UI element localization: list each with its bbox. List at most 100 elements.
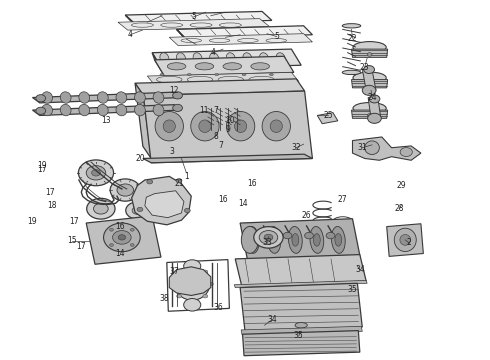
Text: 24: 24 <box>367 93 377 102</box>
Ellipse shape <box>400 148 413 157</box>
Ellipse shape <box>60 104 71 116</box>
Ellipse shape <box>342 24 361 28</box>
Ellipse shape <box>116 104 127 116</box>
Text: 7: 7 <box>218 141 223 150</box>
Text: 8: 8 <box>213 132 218 141</box>
Ellipse shape <box>98 92 108 103</box>
Ellipse shape <box>130 244 134 246</box>
Ellipse shape <box>86 166 106 180</box>
Ellipse shape <box>190 300 195 303</box>
Text: 26: 26 <box>301 211 311 220</box>
Polygon shape <box>351 49 388 57</box>
Text: 7: 7 <box>213 105 218 114</box>
Text: 5: 5 <box>191 12 196 21</box>
Ellipse shape <box>226 112 255 141</box>
Text: 19: 19 <box>37 161 47 170</box>
Ellipse shape <box>314 234 320 246</box>
Ellipse shape <box>78 160 114 186</box>
Ellipse shape <box>177 270 181 274</box>
Polygon shape <box>387 224 423 256</box>
Polygon shape <box>351 110 388 118</box>
Ellipse shape <box>365 141 379 154</box>
Ellipse shape <box>226 53 235 63</box>
Polygon shape <box>118 19 270 30</box>
Polygon shape <box>145 191 184 218</box>
Ellipse shape <box>153 92 164 103</box>
Ellipse shape <box>242 226 258 253</box>
Ellipse shape <box>160 53 169 63</box>
Ellipse shape <box>118 235 125 240</box>
Polygon shape <box>243 330 360 356</box>
Text: 32: 32 <box>292 143 301 152</box>
Ellipse shape <box>130 228 134 231</box>
Text: 4: 4 <box>211 48 216 57</box>
Text: 35: 35 <box>294 332 304 341</box>
Ellipse shape <box>110 244 114 246</box>
Text: 1: 1 <box>184 172 189 181</box>
Text: 10: 10 <box>225 116 235 125</box>
Text: 15: 15 <box>67 237 76 246</box>
Ellipse shape <box>184 298 201 311</box>
Ellipse shape <box>267 226 281 253</box>
Text: 17: 17 <box>37 165 47 174</box>
Ellipse shape <box>283 232 292 239</box>
Ellipse shape <box>242 73 246 76</box>
Text: 2: 2 <box>406 238 411 247</box>
Polygon shape <box>155 56 294 76</box>
Polygon shape <box>240 283 362 331</box>
Ellipse shape <box>369 95 380 103</box>
Text: 11: 11 <box>199 105 208 114</box>
Ellipse shape <box>94 203 108 214</box>
Ellipse shape <box>87 198 115 219</box>
Text: 12: 12 <box>170 86 179 95</box>
Text: 16: 16 <box>247 179 257 188</box>
Ellipse shape <box>187 73 191 76</box>
Ellipse shape <box>184 208 190 213</box>
Text: 23: 23 <box>360 63 369 72</box>
Ellipse shape <box>270 120 282 132</box>
Ellipse shape <box>163 120 175 132</box>
Ellipse shape <box>42 92 52 103</box>
Ellipse shape <box>292 234 299 246</box>
Ellipse shape <box>174 268 210 300</box>
Ellipse shape <box>135 92 146 103</box>
Text: 17: 17 <box>45 188 54 197</box>
Polygon shape <box>362 69 376 90</box>
Ellipse shape <box>331 226 345 253</box>
Ellipse shape <box>190 265 195 269</box>
Text: 34: 34 <box>267 315 277 324</box>
Ellipse shape <box>126 202 149 219</box>
Text: 3: 3 <box>169 147 174 156</box>
Ellipse shape <box>254 226 283 248</box>
Text: 37: 37 <box>169 267 179 276</box>
Polygon shape <box>125 12 272 24</box>
Text: 35: 35 <box>347 285 357 294</box>
Ellipse shape <box>137 207 143 212</box>
Ellipse shape <box>167 63 186 70</box>
Text: 31: 31 <box>357 143 367 152</box>
Ellipse shape <box>176 53 186 63</box>
Ellipse shape <box>147 180 153 184</box>
Ellipse shape <box>116 92 127 103</box>
Text: 5: 5 <box>274 32 279 41</box>
Text: 28: 28 <box>394 204 404 213</box>
Ellipse shape <box>191 112 219 141</box>
Text: 21: 21 <box>174 179 184 188</box>
Text: 14: 14 <box>116 249 125 258</box>
Ellipse shape <box>223 63 242 70</box>
Polygon shape <box>86 216 161 264</box>
Text: 19: 19 <box>27 217 37 226</box>
Text: 16: 16 <box>116 222 125 231</box>
Ellipse shape <box>235 120 246 132</box>
Ellipse shape <box>276 53 285 63</box>
Ellipse shape <box>184 260 201 273</box>
Polygon shape <box>169 267 211 296</box>
Polygon shape <box>240 219 360 260</box>
Ellipse shape <box>353 72 386 84</box>
Ellipse shape <box>353 41 386 53</box>
Ellipse shape <box>245 226 259 253</box>
Text: 20: 20 <box>135 154 145 163</box>
Ellipse shape <box>310 226 324 253</box>
Ellipse shape <box>153 104 164 116</box>
Text: 34: 34 <box>355 265 365 274</box>
